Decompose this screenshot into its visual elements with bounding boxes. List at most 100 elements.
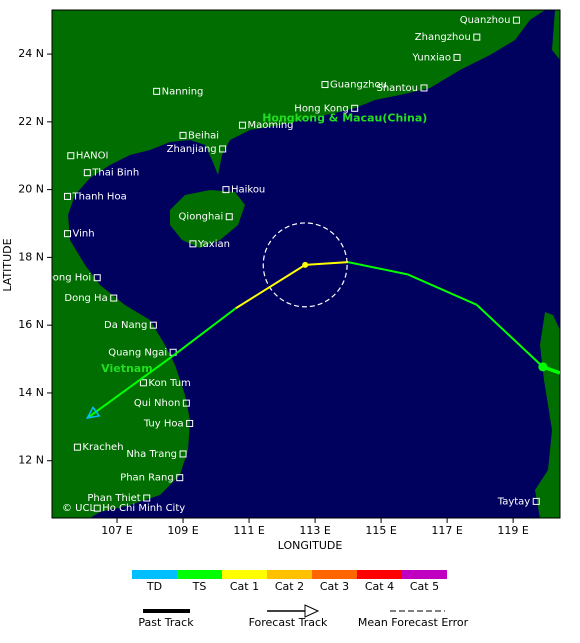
city-marker xyxy=(182,399,190,407)
y-tick-label: 18 N xyxy=(18,250,44,263)
y-tick-label: 24 N xyxy=(18,47,44,60)
city-label: Kracheh xyxy=(82,442,123,453)
forecast-error-circle xyxy=(262,222,348,308)
city-label: Hong Kong xyxy=(294,103,348,114)
x-tick-label: 113 E xyxy=(299,524,330,537)
city-marker xyxy=(64,192,72,200)
city-marker xyxy=(153,87,161,95)
city-label: Phan Thiet xyxy=(87,493,140,504)
track-legend-label: Past Track xyxy=(138,616,194,629)
city-label: Quanzhou xyxy=(460,15,511,26)
city-marker xyxy=(93,274,101,282)
forecast-point xyxy=(302,261,309,268)
forecast-segment xyxy=(407,273,478,306)
x-axis-title: LONGITUDE xyxy=(278,539,343,552)
city-marker xyxy=(93,504,101,512)
city-label: Dong Hoi xyxy=(45,273,91,284)
x-tick-label: 111 E xyxy=(233,524,264,537)
scale-swatch xyxy=(402,570,447,579)
city-marker xyxy=(189,240,197,248)
mainland xyxy=(52,10,545,518)
y-tick-label: 22 N xyxy=(18,115,44,128)
forecast-segment xyxy=(476,304,544,368)
city-marker xyxy=(238,121,246,129)
forecast-segment xyxy=(86,354,174,419)
map-overlay: Quanzhou Zhangzhou Yunxiao GuangzhouShantou… xyxy=(45,15,560,514)
city-marker xyxy=(143,494,151,502)
city-marker xyxy=(473,33,481,41)
city-label: Thai Binh xyxy=(91,168,139,179)
map-frame xyxy=(51,9,561,519)
city-label: HANOI xyxy=(76,151,109,162)
legend-forecast-arrow xyxy=(304,604,320,618)
forecast-segment xyxy=(172,307,237,357)
current-position xyxy=(538,362,548,372)
city-marker xyxy=(64,230,72,238)
land xyxy=(52,10,560,518)
city-marker xyxy=(83,169,91,177)
y-axis-title: LATITUDE xyxy=(1,238,14,291)
city-label: Shantou xyxy=(376,83,418,94)
x-tick-label: 115 E xyxy=(365,524,396,537)
city-marker xyxy=(73,443,81,451)
taiwan xyxy=(552,10,560,60)
region-label: Hongkong & Macau(China) xyxy=(262,111,427,124)
forecast-arrowhead xyxy=(85,406,101,420)
city-marker xyxy=(453,53,461,61)
city-label: Vinh xyxy=(73,229,95,240)
forecast-segment xyxy=(305,261,349,266)
region-label: Vietnam xyxy=(101,362,153,375)
scale-label: Cat 3 xyxy=(320,580,349,593)
city-label: Phan Rang xyxy=(120,473,174,484)
scale-swatch xyxy=(357,570,402,579)
track-legend-label: Forecast Track xyxy=(249,616,328,629)
copyright: © UCL xyxy=(62,503,95,514)
forecast-segment xyxy=(347,261,408,276)
scale-label: Cat 1 xyxy=(230,580,259,593)
x-tick-label: 109 E xyxy=(167,524,198,537)
city-marker xyxy=(186,419,194,427)
city-marker xyxy=(420,84,428,92)
scale-label: TD xyxy=(146,580,162,593)
hainan xyxy=(170,190,245,248)
scale-label: TS xyxy=(192,580,207,593)
y-tick-label: 12 N xyxy=(18,454,44,467)
city-marker xyxy=(176,474,184,482)
city-marker xyxy=(149,321,157,329)
city-label: Nanning xyxy=(162,86,204,97)
city-marker xyxy=(67,152,75,160)
city-label: Qionghai xyxy=(179,212,224,223)
scale-swatch xyxy=(312,570,357,579)
city-marker xyxy=(219,145,227,153)
city-marker xyxy=(351,104,359,112)
city-marker xyxy=(110,294,118,302)
city-label: Taytay xyxy=(497,496,531,507)
city-label: Tuy Hoa xyxy=(143,418,184,429)
city-marker xyxy=(532,497,540,505)
philippines xyxy=(535,312,560,518)
y-tick-label: 16 N xyxy=(18,318,44,331)
city-label: Yunxiao xyxy=(411,52,451,63)
scale-label: Cat 4 xyxy=(365,580,394,593)
city-label: Da Nang xyxy=(104,320,147,331)
city-marker xyxy=(321,81,329,89)
city-label: Thanh Hoa xyxy=(72,191,127,202)
city-marker xyxy=(179,450,187,458)
x-tick-label: 117 E xyxy=(431,524,462,537)
forecast-segment xyxy=(235,263,306,310)
city-marker xyxy=(225,213,233,221)
city-marker xyxy=(512,16,520,24)
scale-label: Cat 2 xyxy=(275,580,304,593)
x-tick-label: 107 E xyxy=(101,524,132,537)
city-label: Haikou xyxy=(231,185,265,196)
x-tick-label: 119 E xyxy=(497,524,528,537)
city-label: Qui Nhon xyxy=(134,398,180,409)
city-label: Maoming xyxy=(247,120,293,131)
y-tick-label: 20 N xyxy=(18,183,44,196)
city-label: Quang Ngai xyxy=(108,347,167,358)
city-label: Ho Chi Minh City xyxy=(102,503,185,514)
y-tick-label: 14 N xyxy=(18,386,44,399)
scale-swatch xyxy=(267,570,312,579)
